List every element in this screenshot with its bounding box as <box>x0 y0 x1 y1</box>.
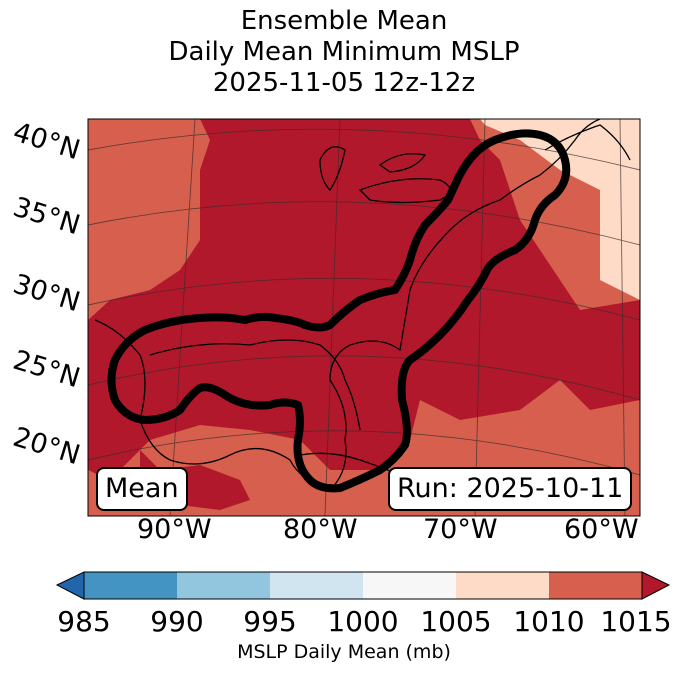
title-line-3: 2025-11-05 12z-12z <box>212 68 476 98</box>
colorbar-bin-990-995 <box>177 572 270 599</box>
colorbar-extend-low <box>55 571 85 600</box>
colorbar-tick-995: 995 <box>243 605 297 638</box>
title-line-1: Ensemble Mean <box>240 6 448 36</box>
field-1005-1010-northeast <box>480 119 640 300</box>
colorbar-bin-1005-1010 <box>456 572 549 599</box>
colorbar-label: MSLP Daily Mean (mb) <box>237 641 451 663</box>
colorbar-bin-995-1000 <box>270 572 363 599</box>
colorbar-tick-985: 985 <box>57 605 111 638</box>
colorbar-tick-1015: 1015 <box>600 605 672 638</box>
colorbar-bin-985-990 <box>84 572 177 599</box>
colorbar-tick-1000: 1000 <box>327 605 399 638</box>
colorbar-bin-1010-1015 <box>549 572 642 599</box>
lon-label-90w: 90°W <box>137 514 212 545</box>
contour-1015mb <box>107 129 571 493</box>
map-frame <box>87 118 641 517</box>
mean-label-box: Mean <box>96 467 188 511</box>
lon-label-60w: 60°W <box>564 514 639 545</box>
title-line-2: Daily Mean Minimum MSLP <box>168 37 520 67</box>
coastlines <box>94 119 631 491</box>
colorbar-bin-1000-1005 <box>363 572 456 599</box>
colorbar-tick-1010: 1010 <box>513 605 585 638</box>
colorbar <box>55 571 671 600</box>
colorbar-tick-990: 990 <box>150 605 204 638</box>
colorbar-extend-high <box>641 571 671 600</box>
colorbar-frame <box>83 571 643 600</box>
colorbar-tick-1005: 1005 <box>420 605 492 638</box>
lon-label-80w: 80°W <box>283 514 358 545</box>
run-date-box: Run: 2025-10-11 <box>388 467 633 511</box>
lon-label-70w: 70°W <box>423 514 498 545</box>
